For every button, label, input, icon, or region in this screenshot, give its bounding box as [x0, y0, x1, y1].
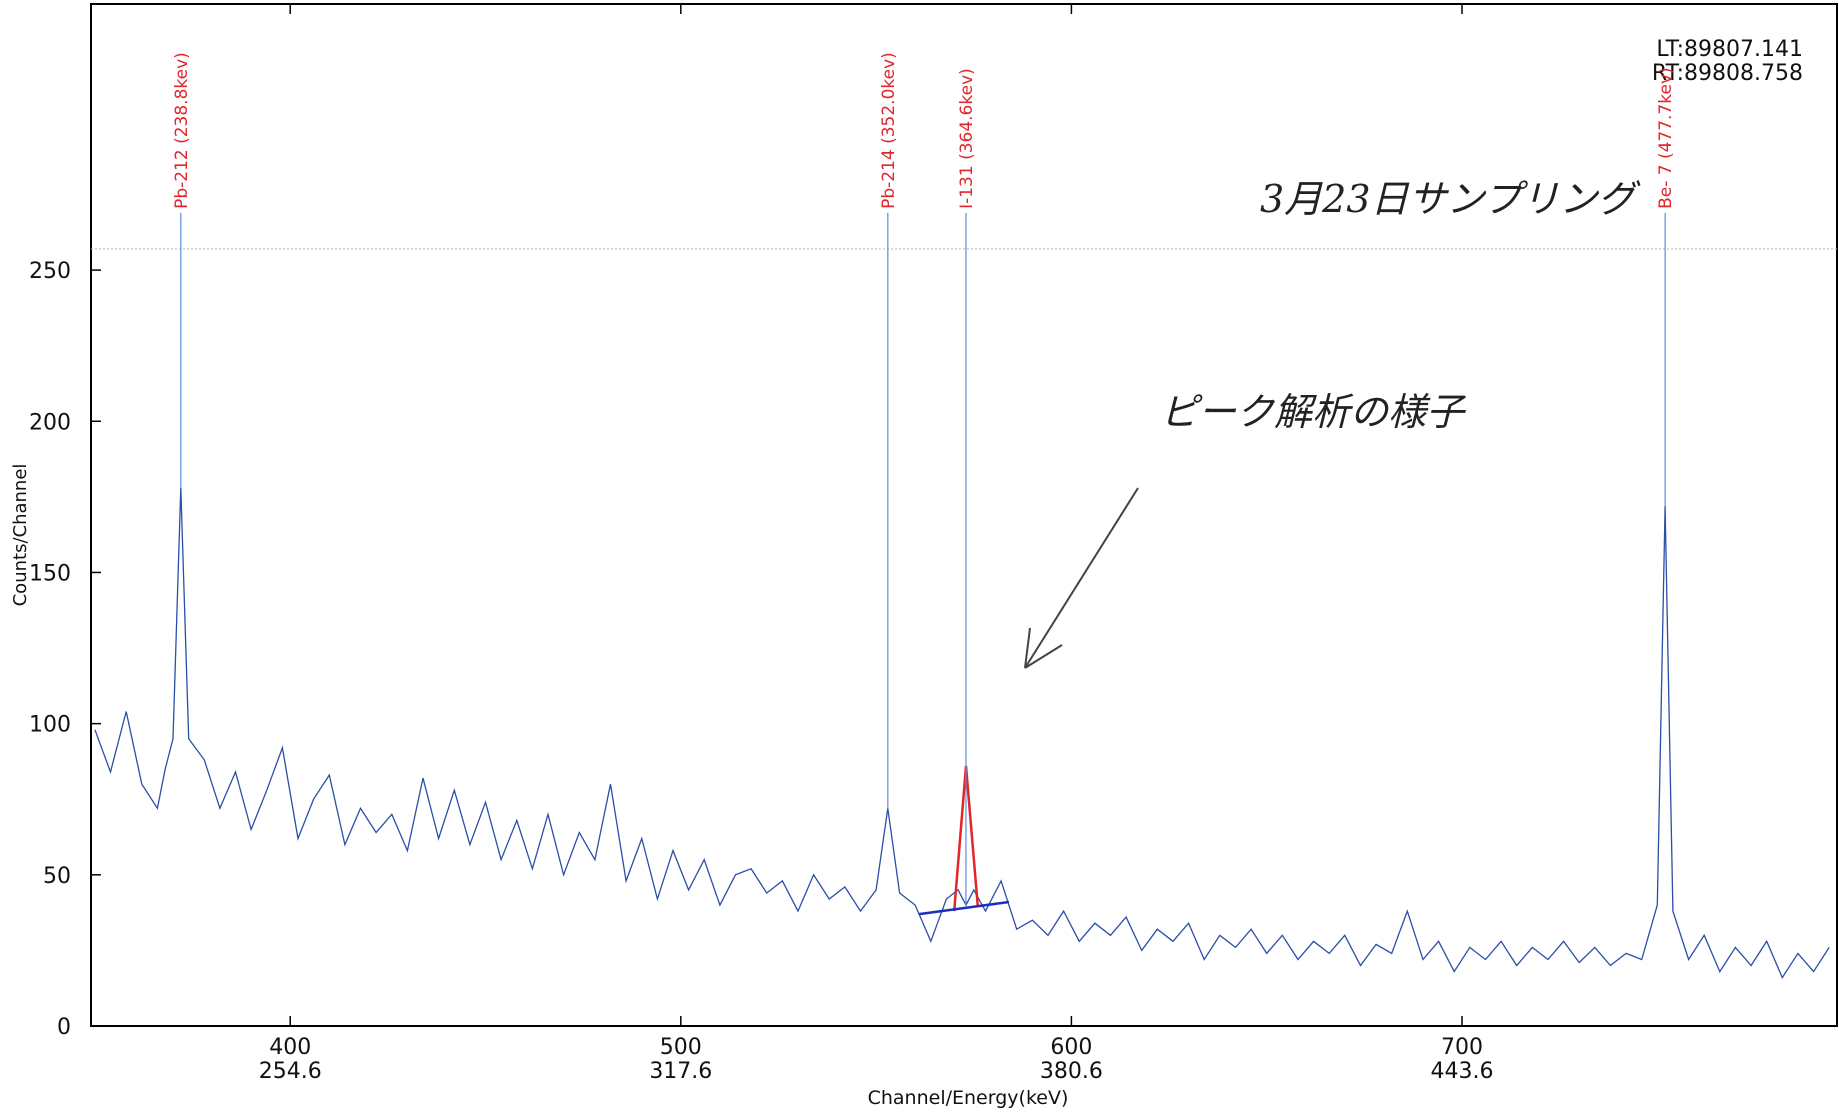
- spectrum-line: [94, 487, 1830, 979]
- real-time: RT:89808.758: [1652, 61, 1803, 86]
- handwritten-note: ピーク解析の様子: [1160, 390, 1467, 434]
- spectrum-line: [918, 900, 1010, 916]
- y-tick-label: 150: [29, 561, 71, 586]
- y-tick-label: 50: [43, 864, 71, 889]
- peak-label: Be- 7 (477.7kev): [1656, 67, 1676, 209]
- peak-label: Pb-214 (352.0kev): [879, 52, 899, 209]
- x-tick-label: 500: [660, 1035, 702, 1060]
- x-tick-label: 700: [1441, 1035, 1483, 1060]
- y-tick-label: 200: [29, 410, 71, 435]
- y-axis-label: Counts/Channel: [10, 464, 31, 607]
- x-tick-energy: 443.6: [1431, 1059, 1494, 1084]
- plot-frame: [90, 3, 1838, 1027]
- y-tick-label: 100: [29, 713, 71, 738]
- x-tick-label: 400: [269, 1035, 311, 1060]
- y-tick-label: 0: [57, 1015, 71, 1040]
- y-tick-label: 250: [29, 259, 71, 284]
- x-axis-label: Channel/Energy(keV): [868, 1087, 1069, 1109]
- x-tick-energy: 317.6: [649, 1059, 712, 1084]
- arrow: [1024, 487, 1139, 669]
- x-tick-energy: 380.6: [1040, 1059, 1103, 1084]
- peak-label: I-131 (364.6kev): [957, 68, 977, 209]
- live-time: LT:89807.141: [1656, 37, 1803, 62]
- peak-label: Pb-212 (238.8kev): [172, 52, 192, 209]
- x-tick-label: 600: [1050, 1035, 1092, 1060]
- handwritten-note: 3月23日サンプリング: [1260, 177, 1641, 221]
- x-tick-energy: 254.6: [259, 1059, 322, 1084]
